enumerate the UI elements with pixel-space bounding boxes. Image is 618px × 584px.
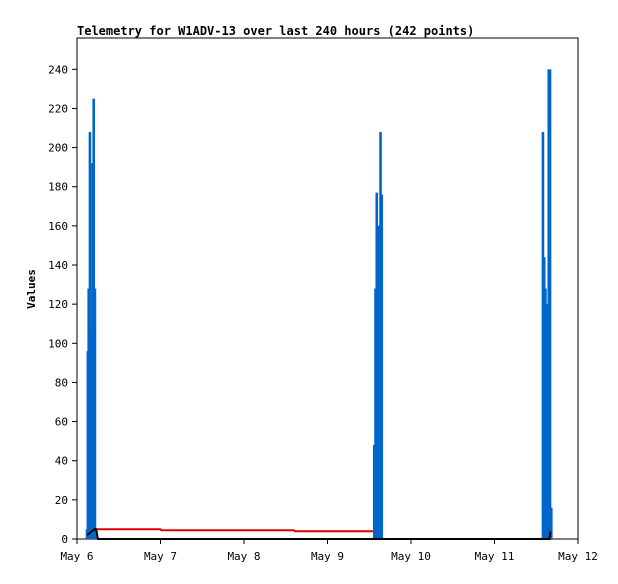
y-tick-label: 100 — [48, 337, 68, 350]
y-axis: 0 20 40 60 80 100 120 140 160 180 200 220 240 — [48, 63, 77, 546]
y-axis-label: Values — [25, 269, 38, 309]
y-tick-label: 140 — [48, 259, 68, 272]
plot-frame — [76, 37, 579, 540]
data-bar — [93, 288, 97, 539]
x-tick-label: May 12 — [558, 550, 598, 563]
series-line-2 — [86, 528, 552, 540]
y-tick-label: 160 — [48, 220, 68, 233]
y-tick-label: 240 — [48, 63, 68, 76]
data-bar — [548, 69, 552, 539]
series-layer — [85, 69, 553, 540]
y-tick-label: 60 — [55, 416, 68, 429]
y-tick-label: 220 — [48, 102, 68, 115]
y-tick-label: 80 — [55, 376, 68, 389]
y-tick-label: 200 — [48, 142, 68, 155]
y-tick-label: 180 — [48, 181, 68, 194]
x-tick-label: May 7 — [144, 550, 177, 563]
y-tick-label: 40 — [55, 455, 68, 468]
y-tick-label: 120 — [48, 298, 68, 311]
y-tick-label: 0 — [61, 533, 68, 546]
x-tick-label: May 6 — [60, 550, 93, 563]
series-line-1 — [95, 528, 374, 533]
y-tick-label: 20 — [55, 494, 68, 507]
x-tick-label: May 10 — [391, 550, 431, 563]
chart-title: Telemetry for W1ADV-13 over last 240 hou… — [77, 24, 474, 38]
x-tick-label: May 9 — [311, 550, 344, 563]
x-axis: May 6 May 7 May 8 May 9 May 10 May 11 May 12 — [60, 539, 598, 563]
data-bar — [544, 288, 547, 539]
data-bar — [549, 507, 553, 539]
x-tick-label: May 11 — [475, 550, 515, 563]
x-tick-label: May 8 — [227, 550, 260, 563]
data-bar — [380, 194, 384, 539]
